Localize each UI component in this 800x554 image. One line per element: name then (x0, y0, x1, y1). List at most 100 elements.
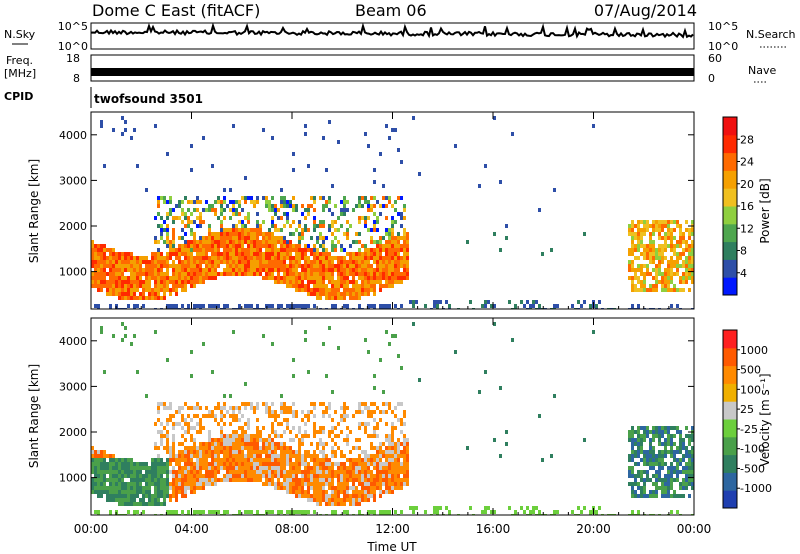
power-cell-721 (235, 232, 238, 236)
velocity-cell-28 (97, 470, 100, 474)
power-cell-1061 (295, 268, 298, 272)
power-cell-288 (157, 280, 160, 284)
power-cell-65 (106, 260, 109, 264)
velocity-cell-368 (172, 438, 175, 442)
power-cell-286 (157, 272, 160, 276)
velocity-cell-1209 (322, 402, 325, 406)
power-cell-180 (133, 256, 136, 260)
power-cell-287 (157, 276, 160, 280)
power-cell-1702 (406, 244, 409, 248)
power-cell-1352 (346, 208, 349, 212)
power-cell-460 (187, 252, 190, 256)
velocity-cell-1986 (667, 494, 670, 498)
velocity-cell-1268 (331, 446, 334, 450)
velocity-cell-194 (136, 462, 139, 466)
power-cell-91 (112, 264, 115, 268)
power-cell-1852 (640, 232, 643, 236)
velocity-cell-1628 (391, 470, 394, 474)
power-cell-231 (145, 272, 148, 276)
velocity-cell-1290 (334, 462, 337, 466)
power-cell-1339 (343, 256, 346, 260)
velocity-cell-1922 (655, 462, 658, 466)
power-cell-1977 (667, 236, 670, 240)
velocity-cell-1106 (304, 430, 307, 434)
power-cell-651 (223, 200, 226, 204)
velocity-cell-638 (220, 430, 223, 434)
power-cell-280 (157, 248, 160, 252)
velocity-cell-1977 (667, 442, 670, 446)
velocity-cell-850 (259, 430, 262, 434)
velocity-cell-1908 (652, 454, 655, 458)
power-cell-1681 (400, 280, 403, 284)
power-cell-1414 (358, 220, 361, 224)
velocity-cell-1208 (322, 342, 325, 346)
power-cell-1144 (310, 260, 313, 264)
power-cell-441 (184, 252, 187, 256)
power-cell-1321 (340, 256, 343, 260)
velocity-cell-1460 (364, 478, 367, 482)
power-cell-449 (184, 284, 187, 288)
power-cell-969 (280, 240, 283, 244)
power-cell-1657 (397, 244, 400, 248)
velocity-cell-1902 (652, 426, 655, 430)
power-cell-1077 (298, 260, 301, 264)
velocity-cell-723 (235, 446, 238, 450)
velocity-cell-1630 (391, 478, 394, 482)
velocity-colorbar-swatch-0 (723, 490, 737, 509)
velocity-cell-912 (271, 410, 274, 414)
power-cell-861 (259, 272, 262, 276)
power-cell-130 (121, 264, 124, 268)
velocity-cell-1686 (403, 434, 406, 438)
velocity-cell-1985 (667, 490, 670, 494)
power-cell-1680 (400, 276, 403, 280)
power-cell-1710 (406, 276, 409, 280)
power-cell-1103 (304, 132, 307, 136)
velocity-cell-1354 (346, 434, 349, 438)
power-cell-1972 (664, 288, 667, 292)
velocity-cell-769 (244, 406, 247, 410)
velocity-cell-659 (223, 454, 226, 458)
power-cell-1257 (328, 272, 331, 276)
velocity-cell-43 (100, 466, 103, 470)
power-cell-675 (226, 256, 229, 260)
power-cell-990 (283, 256, 286, 260)
power-cell-794 (247, 252, 250, 256)
power-cell-1727 (448, 304, 451, 308)
velocity-cell-251 (151, 474, 154, 478)
velocity-cell-1926 (655, 482, 658, 486)
power-cell-800 (247, 304, 250, 308)
power-cell-1170 (313, 288, 316, 292)
velocity-cell-1059 (295, 466, 298, 470)
power-cell-616 (214, 272, 217, 276)
power-cell-418 (181, 220, 184, 224)
velocity-cell-1696 (403, 474, 406, 478)
power-cell-1873 (643, 276, 646, 280)
velocity-cell-50 (100, 494, 103, 498)
power-cell-472 (190, 200, 193, 204)
power-cell-102 (115, 264, 118, 268)
power-cell-625 (217, 244, 220, 248)
power-cell-1441 (361, 276, 364, 280)
velocity-cell-20 (94, 486, 97, 490)
velocity-cell-1611 (388, 490, 391, 494)
power-cell-198 (136, 272, 139, 276)
power-cell-22 (94, 304, 97, 308)
velocity-cell-555 (202, 482, 205, 486)
power-cell-1202 (319, 280, 322, 284)
power-cell-1235 (325, 256, 328, 260)
velocity-cell-1284 (334, 410, 337, 414)
velocity-cell-2026 (676, 510, 679, 514)
velocity-cell-1674 (400, 450, 403, 454)
velocity-cell-277 (157, 418, 160, 422)
velocity-cell-1286 (334, 434, 337, 438)
velocity-cell-389 (175, 470, 178, 474)
power-cell-634 (220, 204, 223, 208)
power-cell-500 (193, 268, 196, 272)
power-cell-283 (157, 260, 160, 264)
velocity-cell-1707 (406, 470, 409, 474)
velocity-cell-1557 (379, 510, 382, 514)
power-cell-1314 (337, 296, 340, 300)
power-cell-1469 (367, 208, 370, 212)
velocity-cell-1097 (301, 486, 304, 490)
velocity-cell-90 (112, 466, 115, 470)
